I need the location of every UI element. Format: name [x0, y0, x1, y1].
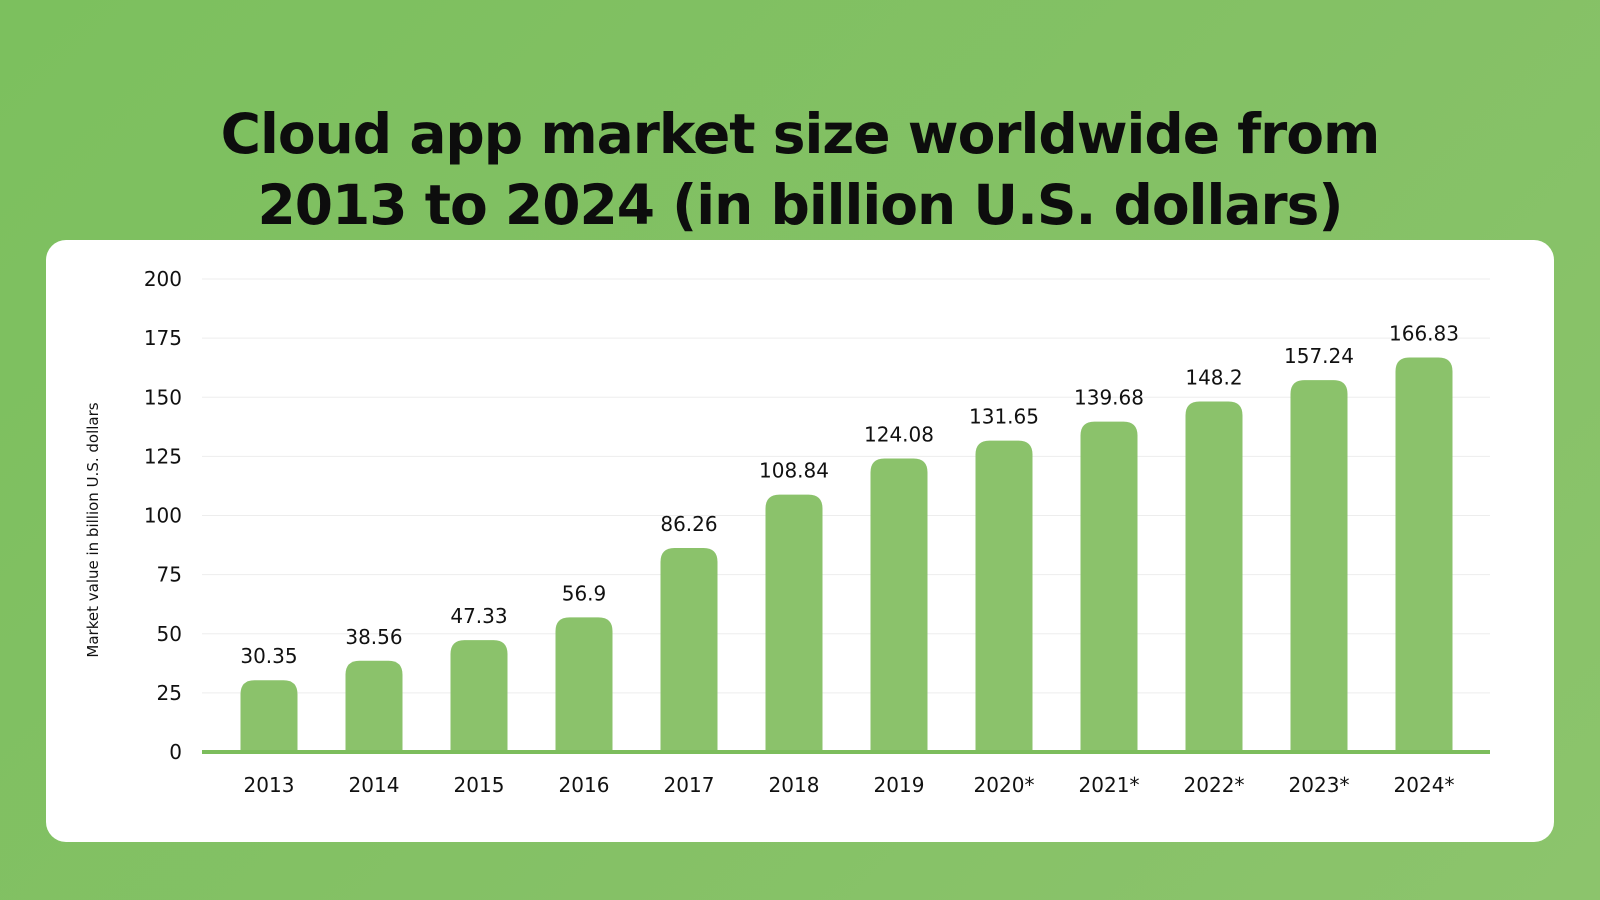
bar-2016 — [555, 617, 613, 752]
bar-value-label: 47.33 — [450, 604, 507, 628]
x-tick-label: 2017 — [664, 773, 715, 797]
x-tick-label: 2021* — [1079, 773, 1140, 797]
bar-2022 — [1185, 401, 1243, 752]
x-tick-label: 2014 — [349, 773, 400, 797]
y-tick-label: 100 — [144, 504, 182, 528]
x-tick-label: 2018 — [769, 773, 820, 797]
y-tick-label: 150 — [144, 385, 182, 409]
y-tick-label: 25 — [157, 681, 182, 705]
x-tick-label: 2019 — [874, 773, 925, 797]
bar-2019 — [870, 458, 928, 752]
y-tick-label: 125 — [144, 444, 182, 468]
x-tick-label: 2013 — [244, 773, 295, 797]
y-tick-label: 200 — [144, 267, 182, 291]
bar-value-label: 157.24 — [1284, 344, 1354, 368]
bar-2023 — [1290, 380, 1348, 752]
y-tick-label: 50 — [157, 622, 182, 646]
bar-value-label: 166.83 — [1389, 321, 1459, 345]
x-tick-label: 2016 — [559, 773, 610, 797]
bar-2017 — [660, 547, 718, 752]
bar-2021 — [1080, 421, 1138, 752]
bar-value-label: 139.68 — [1074, 386, 1144, 410]
bar-2013 — [240, 680, 298, 752]
chart-title: Cloud app market size worldwide from 201… — [0, 99, 1600, 241]
chart-card: 0 25 50 75 100 125 150 175 200 30.35 38.56 47.33 56… — [46, 240, 1554, 842]
bar-chart: 0 25 50 75 100 125 150 175 200 30.35 38.56 47.33 56… — [84, 267, 1490, 797]
bar-2024 — [1395, 357, 1453, 752]
y-axis-title: Market value in billion U.S. dollars — [84, 402, 102, 657]
x-tick-label: 2023* — [1289, 773, 1350, 797]
y-axis-ticks: 0 25 50 75 100 125 150 175 200 — [144, 267, 182, 764]
bars — [240, 357, 1453, 752]
x-tick-label: 2020* — [974, 773, 1035, 797]
bar-2014 — [345, 660, 403, 752]
y-tick-label: 175 — [144, 326, 182, 350]
gridlines — [202, 278, 1490, 694]
bar-value-label: 148.2 — [1185, 366, 1242, 390]
bar-2015 — [450, 640, 508, 752]
chart-title-line-2: 2013 to 2024 (in billion U.S. dollars) — [257, 172, 1343, 237]
bar-value-label: 56.9 — [562, 581, 607, 605]
bar-value-label: 30.35 — [240, 644, 297, 668]
bar-2018 — [765, 494, 823, 752]
bar-value-label: 86.26 — [660, 512, 717, 536]
y-tick-label: 75 — [157, 563, 182, 587]
y-tick-label: 0 — [169, 740, 182, 764]
bar-value-label: 38.56 — [345, 625, 402, 649]
chart-title-line-1: Cloud app market size worldwide from — [220, 101, 1381, 166]
value-labels: 30.35 38.56 47.33 56.9 86.26 108.84 124.08 131.… — [240, 321, 1459, 668]
x-tick-label: 2015 — [454, 773, 505, 797]
bar-value-label: 108.84 — [759, 459, 829, 483]
bar-2020 — [975, 440, 1033, 752]
x-tick-label: 2024* — [1394, 773, 1455, 797]
x-tick-label: 2022* — [1184, 773, 1245, 797]
x-axis-ticks: 2013 2014 2015 2016 2017 2018 2019 2020* 2021* 20… — [244, 773, 1455, 797]
bar-value-label: 124.08 — [864, 423, 934, 447]
bar-value-label: 131.65 — [969, 405, 1039, 429]
